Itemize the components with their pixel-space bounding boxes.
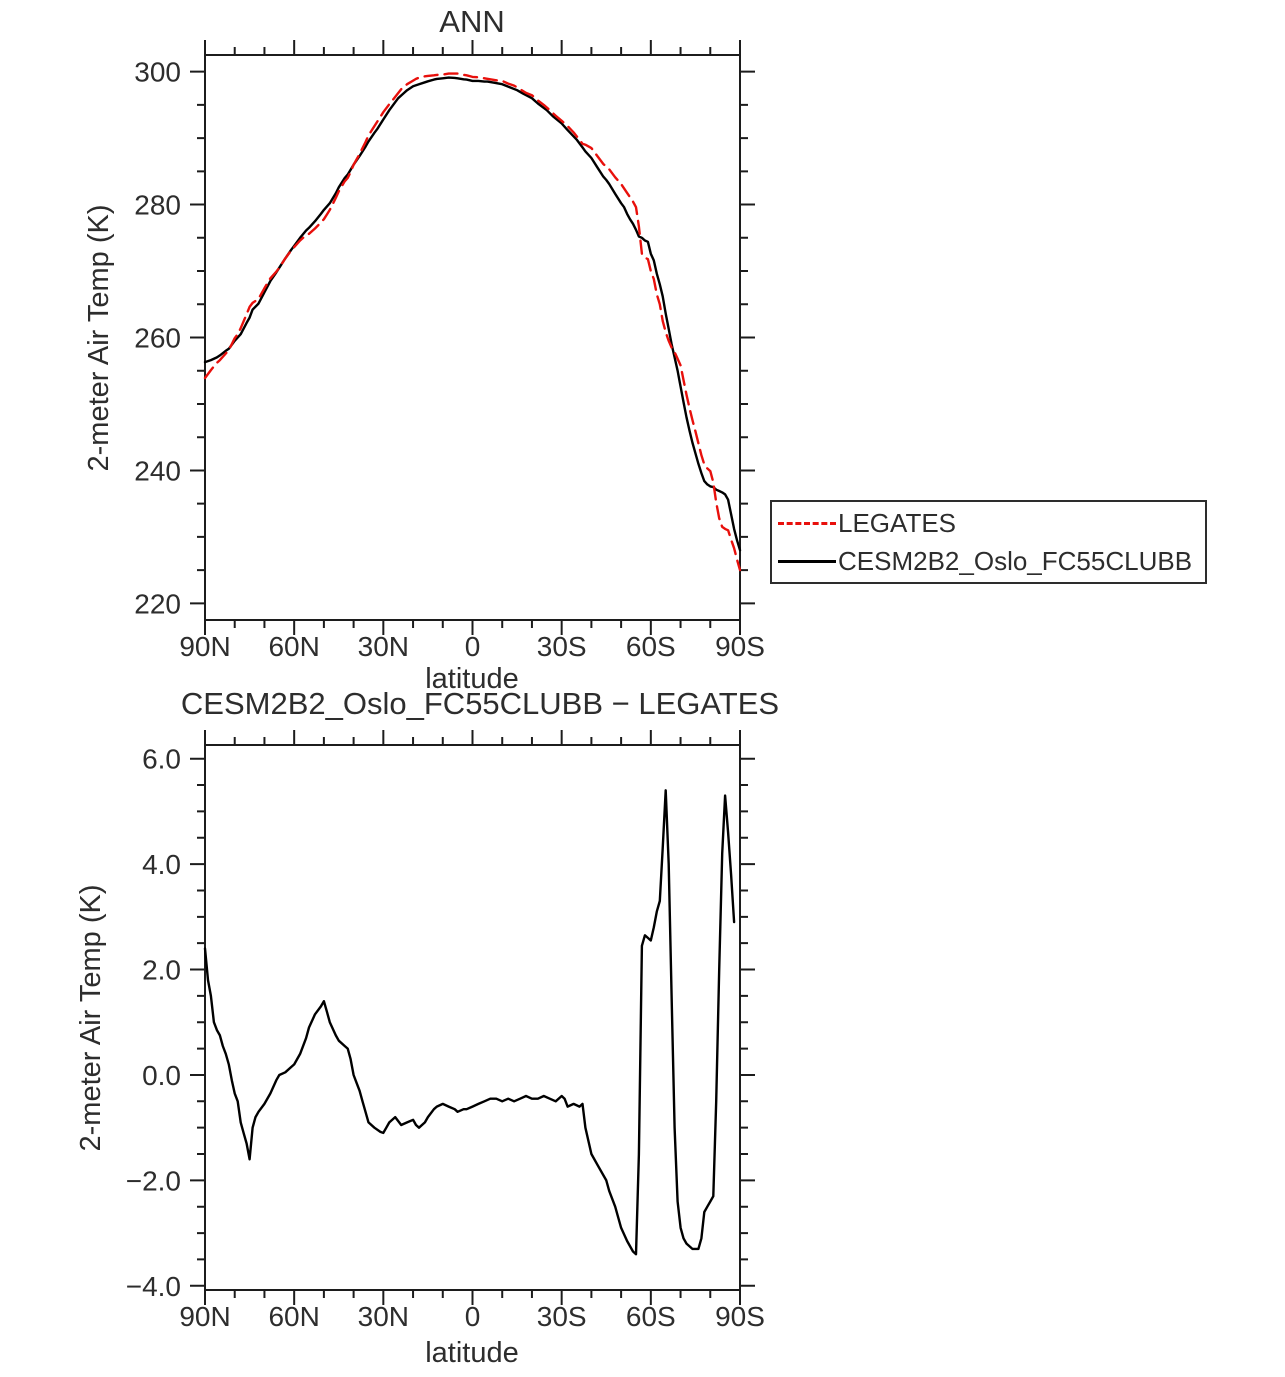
tick-label: 260 [134, 323, 181, 354]
top-chart-ylabel: 2-meter Air Temp (K) [83, 205, 115, 472]
bottom-chart-xlabel: latitude [425, 1337, 519, 1369]
top-chart-xlabel: latitude [425, 663, 519, 695]
tick-label: 0 [465, 1301, 481, 1332]
cesm-line-sample [778, 559, 836, 563]
tick-label: 60S [626, 1301, 676, 1332]
legend-label-cesm: CESM2B2_Oslo_FC55CLUBB [838, 546, 1193, 576]
tick-label: 60S [626, 631, 676, 662]
top-chart-title: ANN [439, 4, 504, 39]
series-difference [203, 789, 736, 1256]
tick-label: 30S [537, 631, 587, 662]
legend: LEGATES CESM2B2_Oslo_FC55CLUBB [770, 500, 1207, 584]
series-CESM2B2_Oslo_FC55CLUBB [203, 76, 742, 552]
tick-label: 90S [715, 1301, 765, 1332]
tick-label: 0 [465, 631, 481, 662]
tick-label: 280 [134, 190, 181, 221]
tick-label: 2.0 [142, 955, 181, 986]
tick-label: 30N [358, 631, 409, 662]
tick-label: 300 [134, 57, 181, 88]
top-chart: ANN 2-meter Air Temp (K) latitude 90N 60N… [83, 4, 765, 695]
axes-and-ticks [190, 730, 755, 1305]
tick-label: 6.0 [142, 744, 181, 775]
tick-label: 220 [134, 588, 181, 619]
tick-label: −2.0 [126, 1165, 181, 1196]
tick-label: 60N [268, 631, 319, 662]
axes-and-ticks [190, 40, 755, 635]
tick-label: 60N [268, 1301, 319, 1332]
legend-item-1: CESM2B2_Oslo_FC55CLUBB [772, 548, 1205, 574]
tick-label: 0.0 [142, 1060, 181, 1091]
tick-label: 30N [358, 1301, 409, 1332]
bottom-chart-title: CESM2B2_Oslo_FC55CLUBB − LEGATES [181, 686, 779, 721]
legend-label-legates: LEGATES [838, 508, 957, 538]
tick-label: 240 [134, 455, 181, 486]
top-plot-area: 90N 60N 30N 0 30S 60S 90S 220 240 260 280 300 [134, 40, 765, 662]
tick-label: 90N [179, 631, 230, 662]
tick-label: 90S [715, 631, 765, 662]
tick-label: 30S [537, 1301, 587, 1332]
series-LEGATES [203, 72, 742, 572]
legates-line-sample [778, 521, 836, 525]
bottom-chart-ylabel: 2-meter Air Temp (K) [75, 885, 107, 1152]
bottom-chart: CESM2B2_Oslo_FC55CLUBB − LEGATES 2-meter… [75, 686, 779, 1369]
tick-label: 90N [179, 1301, 230, 1332]
legend-item-0: LEGATES [772, 510, 1205, 536]
tick-label: 4.0 [142, 849, 181, 880]
tick-label: −4.0 [126, 1271, 181, 1302]
bottom-plot-area: 90N 60N 30N 0 30S 60S 90S −4.0 −2.0 0.0 2.0 4.0 6.0 [126, 730, 765, 1332]
